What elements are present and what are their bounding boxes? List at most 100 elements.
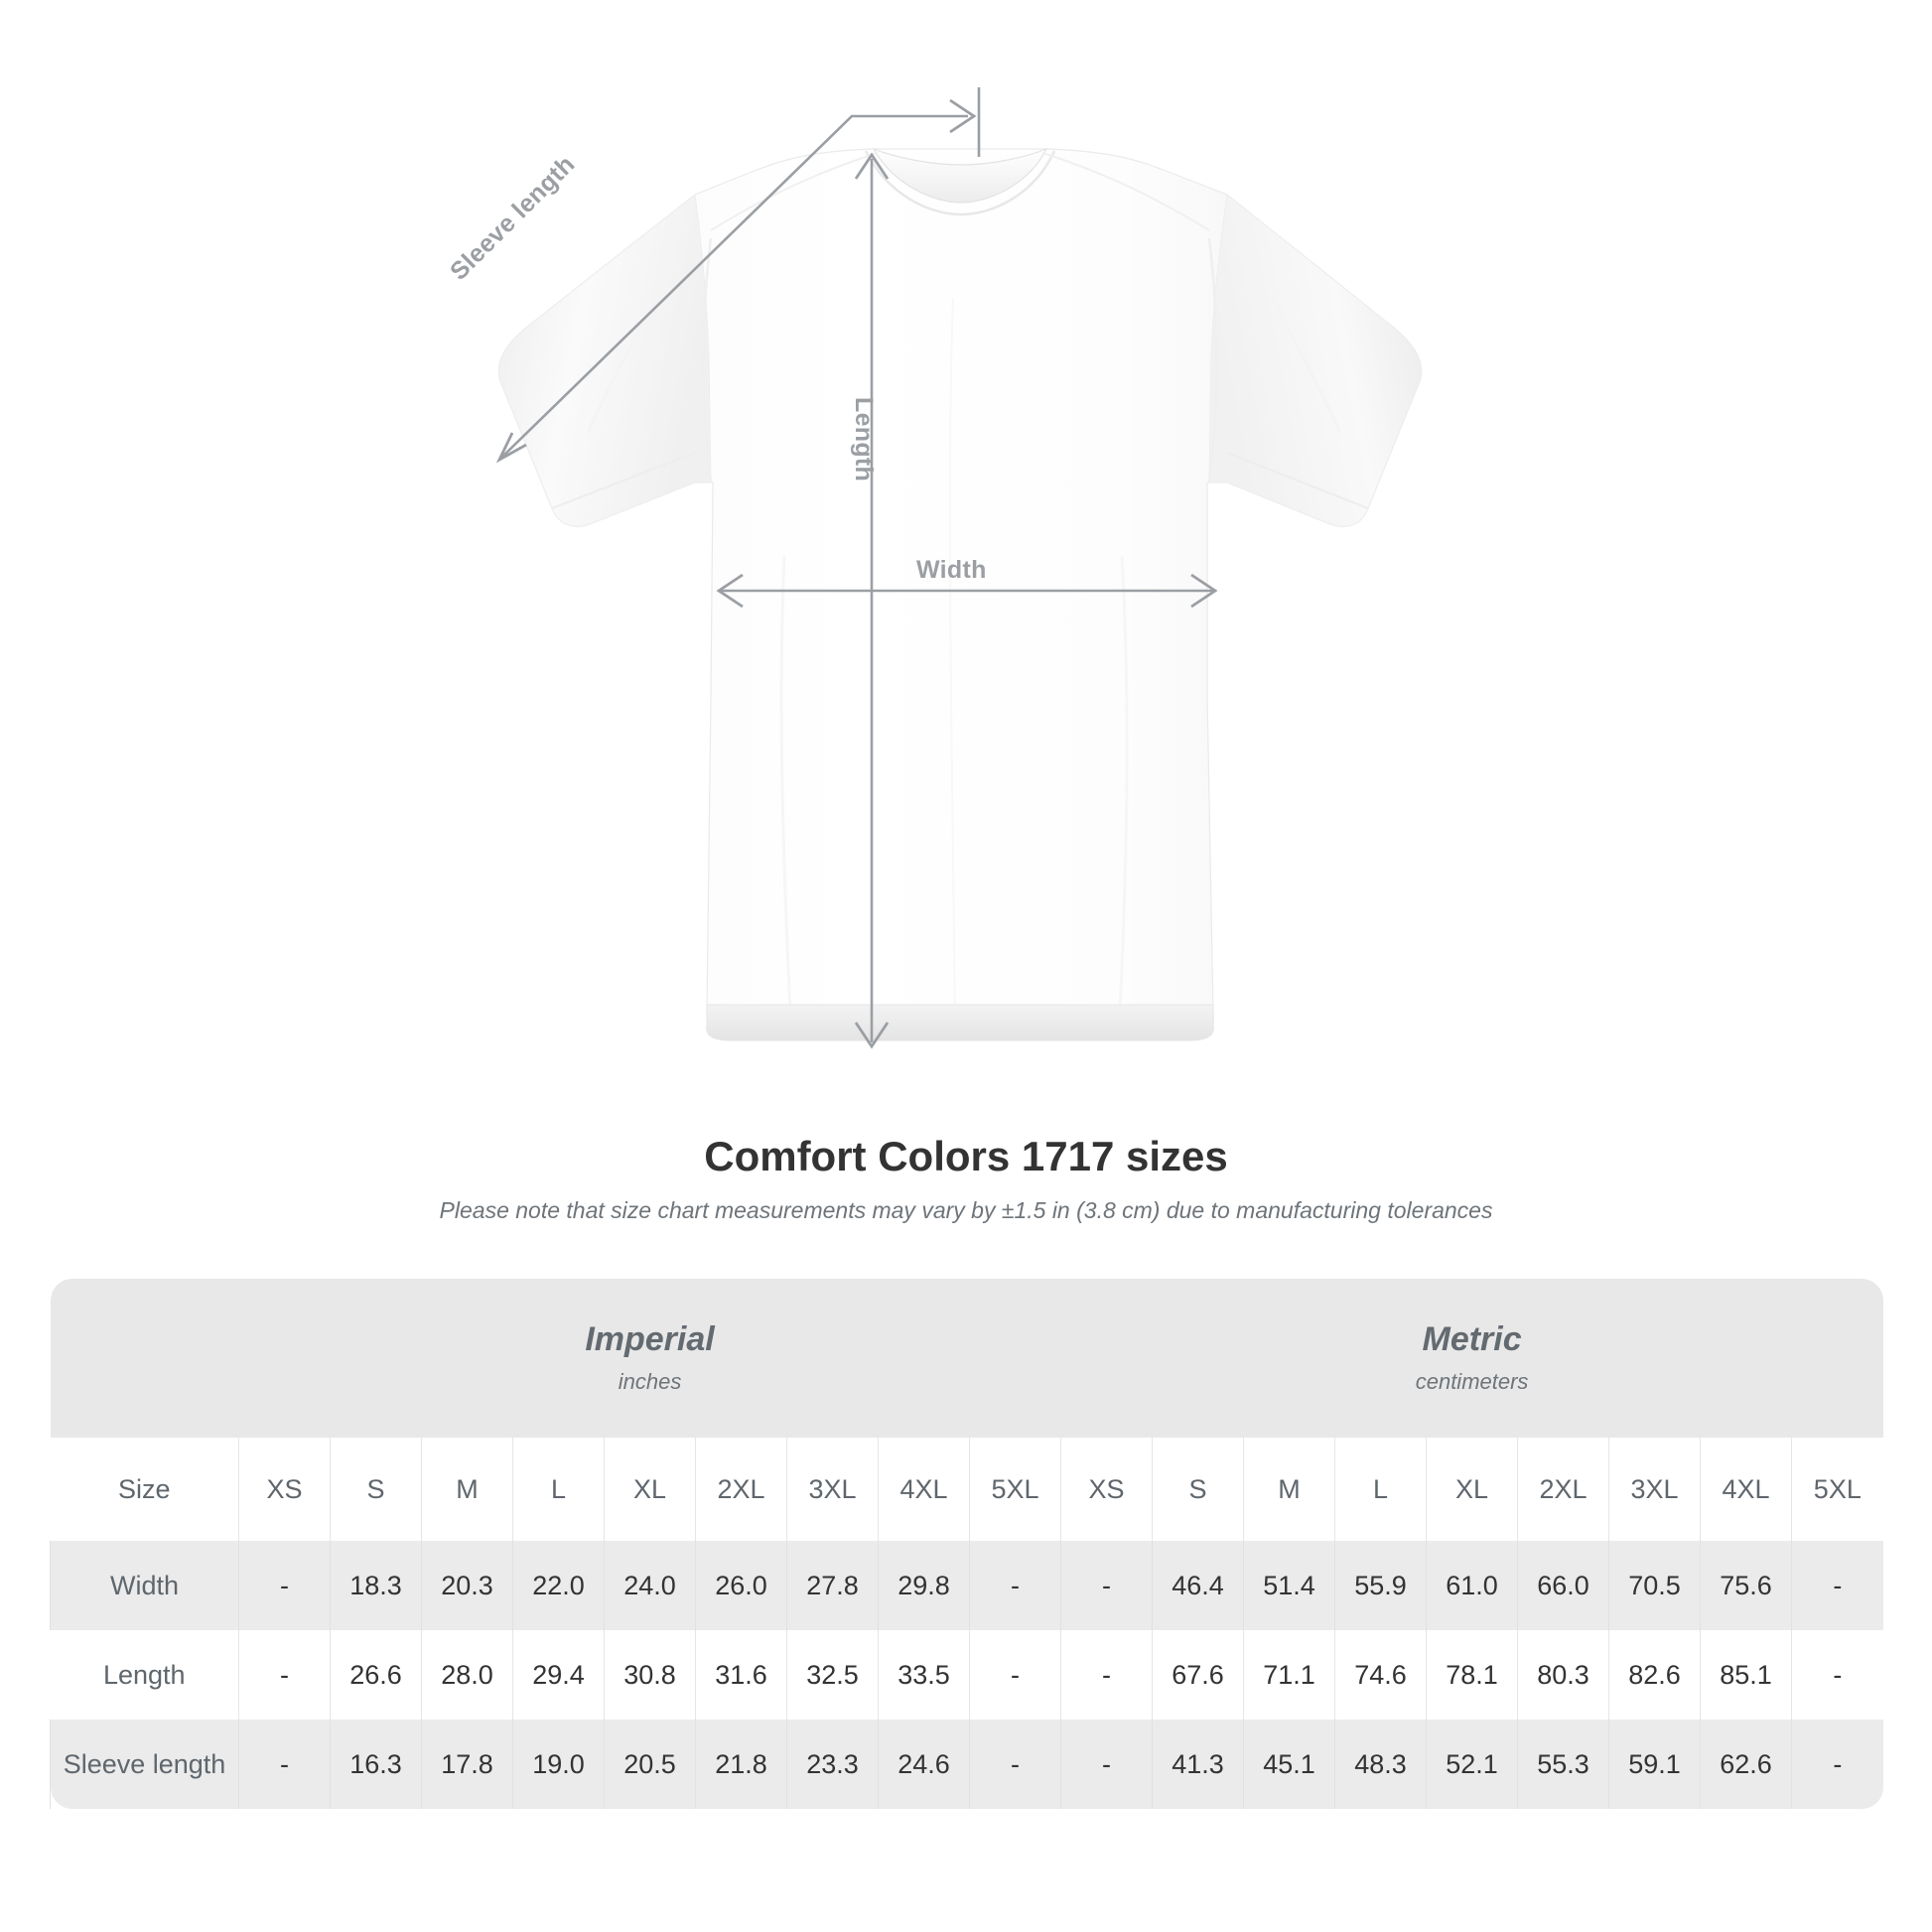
measurement-cell: 30.8 [604, 1630, 696, 1720]
measurement-cell: 78.1 [1426, 1630, 1518, 1720]
size-header-row: Size XS S M L XL 2XL 3XL 4XL 5XL XS S M L XL 2XL 3XL 4XL 5… [50, 1438, 1883, 1541]
size-chart-table: Imperial inches Metric centimeters Size XS S M L… [50, 1279, 1883, 1809]
measurement-cell: - [1060, 1720, 1153, 1809]
measurement-cell: - [1060, 1630, 1153, 1720]
size-header-cell: 4XL [1700, 1438, 1792, 1541]
measurement-cell: 21.8 [695, 1720, 787, 1809]
table-row: Length -26.6 28.0 29.4 30.8 31.6 32.5 33.5- -67.… [50, 1630, 1883, 1720]
measurement-cell: 19.0 [512, 1720, 605, 1809]
measurement-cell: - [1791, 1720, 1883, 1809]
measurement-cell: 27.8 [786, 1541, 879, 1630]
measurement-cell: 24.0 [604, 1541, 696, 1630]
measurement-cell: 33.5 [878, 1630, 970, 1720]
measurement-cell: 59.1 [1608, 1720, 1701, 1809]
measurement-cell: 28.0 [421, 1630, 513, 1720]
measurement-cell: 70.5 [1608, 1541, 1701, 1630]
size-header-cell: 2XL [1517, 1438, 1609, 1541]
size-header-cell: XL [1426, 1438, 1518, 1541]
measurement-cell: 26.0 [695, 1541, 787, 1630]
length-arrowhead-bottom [854, 1022, 890, 1049]
measurement-cell: 20.5 [604, 1720, 696, 1809]
size-header-cell: S [330, 1438, 422, 1541]
tolerance-note: Please note that size chart measurements… [439, 1197, 1493, 1224]
measurement-row-label: Length [50, 1630, 239, 1720]
measurement-cell: 48.3 [1334, 1720, 1427, 1809]
measurement-cell: 17.8 [421, 1720, 513, 1809]
table-row: Width -18.3 20.3 22.0 24.0 26.0 27.8 29.8- -46.4… [50, 1541, 1883, 1630]
size-header-cell: S [1152, 1438, 1244, 1541]
measurement-cell: 51.4 [1243, 1541, 1335, 1630]
unit-system-name: Metric [1422, 1320, 1522, 1359]
measurement-cell: 55.9 [1334, 1541, 1427, 1630]
title-block: Comfort Colors 1717 sizes Please note th… [0, 1132, 1932, 1224]
measurement-row-label: Sleeve length [50, 1720, 239, 1809]
unit-header-row: Imperial inches Metric centimeters [50, 1279, 1883, 1438]
measurement-cell: 41.3 [1152, 1720, 1244, 1809]
size-header-cell: XL [604, 1438, 696, 1541]
measurement-cell: 85.1 [1700, 1630, 1792, 1720]
measurement-cell: 22.0 [512, 1541, 605, 1630]
measurement-cell: - [968, 1541, 1061, 1630]
measurement-cell: 75.6 [1700, 1541, 1792, 1630]
tshirt-diagram: Sleeve length Length Width [445, 87, 1423, 1049]
size-header-cell: 3XL [786, 1438, 879, 1541]
size-header-cell: L [1334, 1438, 1427, 1541]
size-header-cell: 2XL [695, 1438, 787, 1541]
measurement-cell: 66.0 [1517, 1541, 1609, 1630]
measurement-lines [495, 87, 1218, 1049]
measurement-cell: 31.6 [695, 1630, 787, 1720]
size-header-cell: XS [238, 1438, 331, 1541]
measurement-cell: - [1791, 1541, 1883, 1630]
measurement-cell: 26.6 [330, 1630, 422, 1720]
measurement-cell: 62.6 [1700, 1720, 1792, 1809]
size-header-cell: 3XL [1608, 1438, 1701, 1541]
measurement-cell: 16.3 [330, 1720, 422, 1809]
measurement-cell: - [1060, 1541, 1153, 1630]
measurement-cell: 45.1 [1243, 1720, 1335, 1809]
length-dimension-label: Length [850, 397, 878, 483]
measurement-cell: - [238, 1541, 331, 1630]
measurement-cell: 29.4 [512, 1630, 605, 1720]
unit-system-name: Imperial [585, 1320, 715, 1359]
length-arrowhead-top [854, 152, 890, 180]
measurement-cell: 20.3 [421, 1541, 513, 1630]
measurement-cell: 61.0 [1426, 1541, 1518, 1630]
measurement-row-label: Width [50, 1541, 239, 1630]
measurement-cell: 46.4 [1152, 1541, 1244, 1630]
measurement-cell: - [968, 1720, 1061, 1809]
measurement-cell: 82.6 [1608, 1630, 1701, 1720]
sleeve-arrowhead-cuff [495, 432, 527, 464]
measurement-cell: - [238, 1720, 331, 1809]
size-header-cell: M [421, 1438, 513, 1541]
size-chart-table-container: Imperial inches Metric centimeters Size XS S M L… [50, 1279, 1883, 1809]
page-title: Comfort Colors 1717 sizes [704, 1133, 1228, 1179]
measurement-cell: 67.6 [1152, 1630, 1244, 1720]
shirt-shape [497, 147, 1423, 1041]
measurement-cell: 80.3 [1517, 1630, 1609, 1720]
unit-header-spacer [50, 1279, 239, 1438]
tshirt-illustration [495, 87, 1423, 1049]
size-header-cell: M [1243, 1438, 1335, 1541]
size-column-header: Size [50, 1438, 239, 1541]
size-header-cell: 5XL [968, 1438, 1061, 1541]
measurement-cell: 74.6 [1334, 1630, 1427, 1720]
measurement-cell: - [1791, 1630, 1883, 1720]
measurement-cell: 52.1 [1426, 1720, 1518, 1809]
measurement-cell: 29.8 [878, 1541, 970, 1630]
measurement-cell: 23.3 [786, 1720, 879, 1809]
size-header-cell: 4XL [878, 1438, 970, 1541]
sleeve-arrowhead-shoulder [949, 98, 977, 134]
size-header-cell: L [512, 1438, 605, 1541]
unit-system-measure: centimeters [1415, 1368, 1529, 1394]
unit-system-measure: inches [618, 1368, 682, 1394]
unit-header-imperial: Imperial inches [238, 1279, 1061, 1438]
size-header-cell: 5XL [1791, 1438, 1883, 1541]
width-arrowhead-left [716, 573, 744, 609]
table-row: Sleeve length -16.3 17.8 19.0 20.5 21.8 23.3 24… [50, 1720, 1883, 1809]
measurement-cell: 18.3 [330, 1541, 422, 1630]
measurement-cell: - [238, 1630, 331, 1720]
sleeve-length-line [501, 114, 968, 458]
measurement-cell: 24.6 [878, 1720, 970, 1809]
measurement-cell: 55.3 [1517, 1720, 1609, 1809]
measurement-cell: - [968, 1630, 1061, 1720]
